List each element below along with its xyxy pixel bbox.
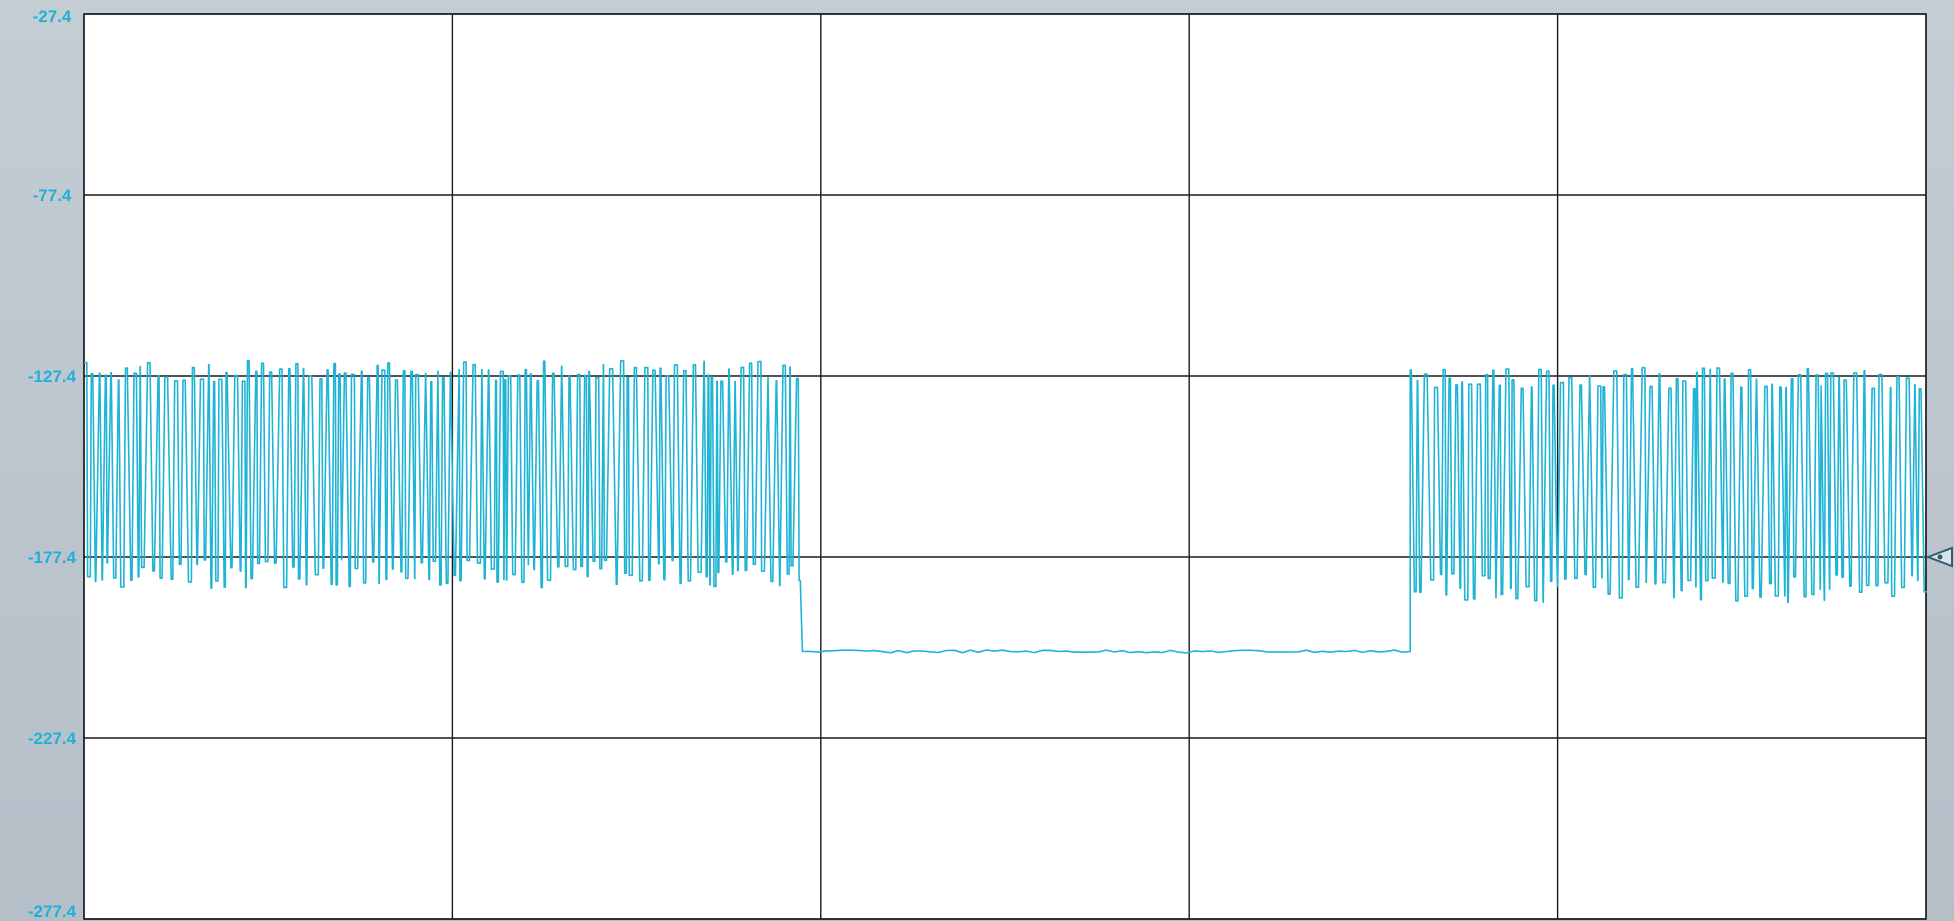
- y-tick-label-1: -77.4: [33, 186, 72, 205]
- y-tick-label-4: -227.4: [28, 729, 77, 748]
- series-line-0: [84, 359, 1928, 654]
- reference-marker[interactable]: [1925, 546, 1953, 568]
- marker-dot: [1937, 554, 1943, 560]
- y-tick-label-0: -27.4: [33, 7, 72, 26]
- y-tick-label-5: -277.4: [28, 902, 77, 921]
- y-tick-label-2: -127.4: [28, 367, 77, 386]
- trace: [84, 359, 1928, 654]
- grid: [83, 13, 1927, 920]
- y-tick-label-3: -177.4: [28, 548, 77, 567]
- y-axis: -27.4 -77.4 -127.4 -177.4 -227.4 -277.4: [28, 7, 77, 921]
